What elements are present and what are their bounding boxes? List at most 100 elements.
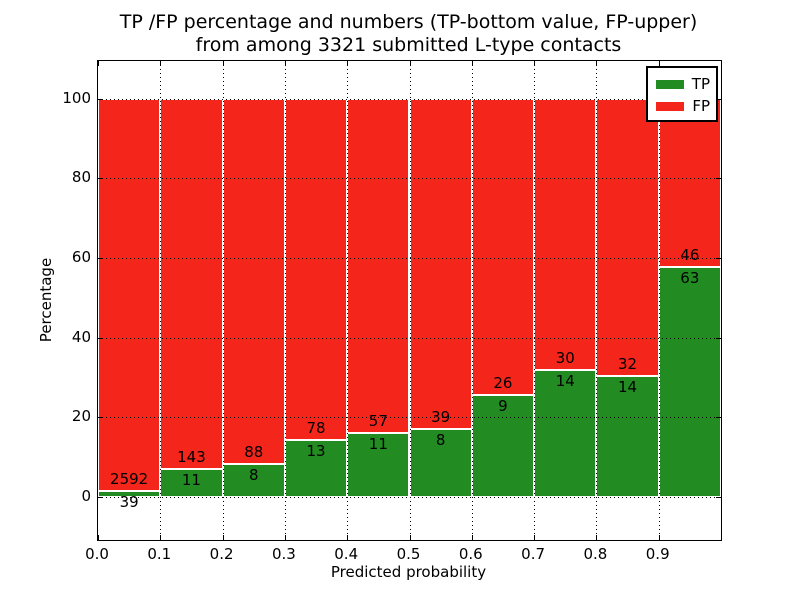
- plot-area: 2592 39 143 11 88 8 78 13 57 11 39 8 26 9 30 14 32 14 46 63…: [97, 60, 722, 541]
- y-tick: [716, 98, 721, 100]
- x-tick-label: 0.4: [334, 545, 359, 563]
- x-gridline: [284, 61, 286, 540]
- x-tick: [98, 61, 99, 66]
- x-tick: [658, 535, 660, 540]
- x-tick-label: 0.3: [271, 545, 296, 563]
- bar-tp-count-label: 8: [248, 465, 259, 484]
- legend-item-tp: TP: [656, 76, 710, 92]
- x-tick: [658, 61, 660, 66]
- bar-tp-count-label: 14: [555, 372, 575, 391]
- x-tick-label: 0.8: [583, 545, 608, 563]
- bar-tp-segment: [534, 370, 597, 497]
- bar-fp-count-label: 26: [493, 373, 513, 392]
- bar-tp-segment: [160, 468, 223, 497]
- bar-fp-count-label: 143: [177, 447, 206, 466]
- bar-tp-count-label: 8: [435, 431, 446, 450]
- x-tick-label: 0.2: [209, 545, 234, 563]
- bar-tp-segment: [658, 266, 721, 497]
- y-tick: [716, 496, 721, 498]
- x-tick: [222, 61, 224, 66]
- x-tick-label: 0.9: [645, 545, 670, 563]
- x-tick-label: 0.7: [521, 545, 546, 563]
- legend-item-fp: FP: [656, 98, 710, 114]
- y-tick-label: 80: [71, 168, 91, 187]
- y-tick: [716, 258, 721, 260]
- x-tick: [222, 535, 224, 540]
- bar-fp-segment: [658, 98, 721, 267]
- x-gridline: [222, 61, 224, 540]
- bar-fp-segment: [160, 98, 223, 469]
- legend-swatch-fp-icon: [656, 101, 685, 111]
- x-tick: [284, 61, 286, 66]
- y-tick: [716, 417, 721, 419]
- x-tick: [471, 535, 473, 540]
- x-tick-label: 0.0: [85, 545, 109, 563]
- x-gridline: [596, 61, 598, 540]
- legend-label-tp: TP: [691, 75, 710, 93]
- x-tick: [347, 535, 349, 540]
- bar-tp-segment: [347, 432, 410, 497]
- bar-tp-count-label: 11: [368, 434, 388, 453]
- bar-fp-segment: [471, 98, 535, 395]
- x-tick: [160, 61, 162, 66]
- bar-fp-segment: [596, 98, 659, 376]
- bar-fp-segment: [222, 98, 285, 464]
- x-tick: [596, 61, 598, 66]
- x-tick: [409, 535, 411, 540]
- bar-tp-segment: [409, 429, 472, 497]
- bar-tp-count-label: 14: [618, 377, 638, 396]
- x-tick: [409, 61, 411, 66]
- bar-fp-count-label: 46: [680, 245, 700, 264]
- y-tick: [98, 337, 103, 339]
- bar-fp-segment: [534, 98, 597, 371]
- chart-title: TP /FP percentage and numbers (TP-bottom…: [0, 11, 800, 57]
- y-tick: [716, 178, 721, 180]
- y-tick-label: 0: [81, 486, 91, 505]
- bar-tp-count-label: 9: [498, 396, 508, 415]
- x-gridline: [471, 61, 473, 540]
- y-tick-label: 20: [71, 407, 91, 426]
- bar-fp-count-label: 2592: [110, 470, 149, 489]
- x-gridline: [658, 61, 660, 540]
- bar-tp-count-label: 11: [181, 470, 201, 489]
- y-tick: [98, 178, 103, 180]
- x-gridline: [347, 61, 349, 540]
- bar-tp-count-label: 39: [119, 493, 139, 512]
- x-tick: [471, 61, 473, 66]
- y-tick: [98, 496, 103, 498]
- bar-tp-count-label: 13: [306, 442, 326, 461]
- bar-fp-count-label: 39: [431, 408, 451, 427]
- bar-tp-segment: [596, 375, 659, 497]
- bar-fp-count-label: 88: [244, 442, 264, 461]
- bar-fp-count-label: 57: [368, 411, 388, 430]
- legend-label-fp: FP: [692, 97, 710, 115]
- bar-fp-segment: [347, 98, 410, 433]
- y-tick: [716, 337, 721, 339]
- x-axis-label: Predicted probability: [330, 563, 487, 581]
- y-tick-label: 60: [71, 248, 91, 267]
- x-gridline: [534, 61, 536, 540]
- x-tick-label: 0.5: [396, 545, 421, 563]
- y-tick: [98, 417, 103, 419]
- bar-fp-segment: [409, 98, 472, 430]
- x-gridline: [160, 61, 162, 540]
- chart-title-line1: TP /FP percentage and numbers (TP-bottom…: [119, 11, 698, 33]
- x-tick: [534, 535, 536, 540]
- x-gridline: [409, 61, 411, 540]
- x-tick: [284, 535, 286, 540]
- legend: TP FP: [646, 66, 718, 122]
- bar-fp-count-label: 32: [618, 354, 638, 373]
- x-tick: [534, 61, 536, 66]
- bar-fp-segment: [98, 98, 161, 492]
- bar-tp-segment: [98, 491, 161, 497]
- x-tick: [596, 535, 598, 540]
- bar-fp-count-label: 30: [555, 349, 575, 368]
- bar-fp-count-label: 78: [306, 419, 326, 438]
- y-tick-label: 40: [71, 327, 91, 346]
- y-tick-label: 100: [62, 88, 91, 107]
- x-tick: [347, 61, 349, 66]
- y-tick: [98, 98, 103, 100]
- x-tick: [160, 535, 162, 540]
- bar-fp-segment: [284, 98, 348, 441]
